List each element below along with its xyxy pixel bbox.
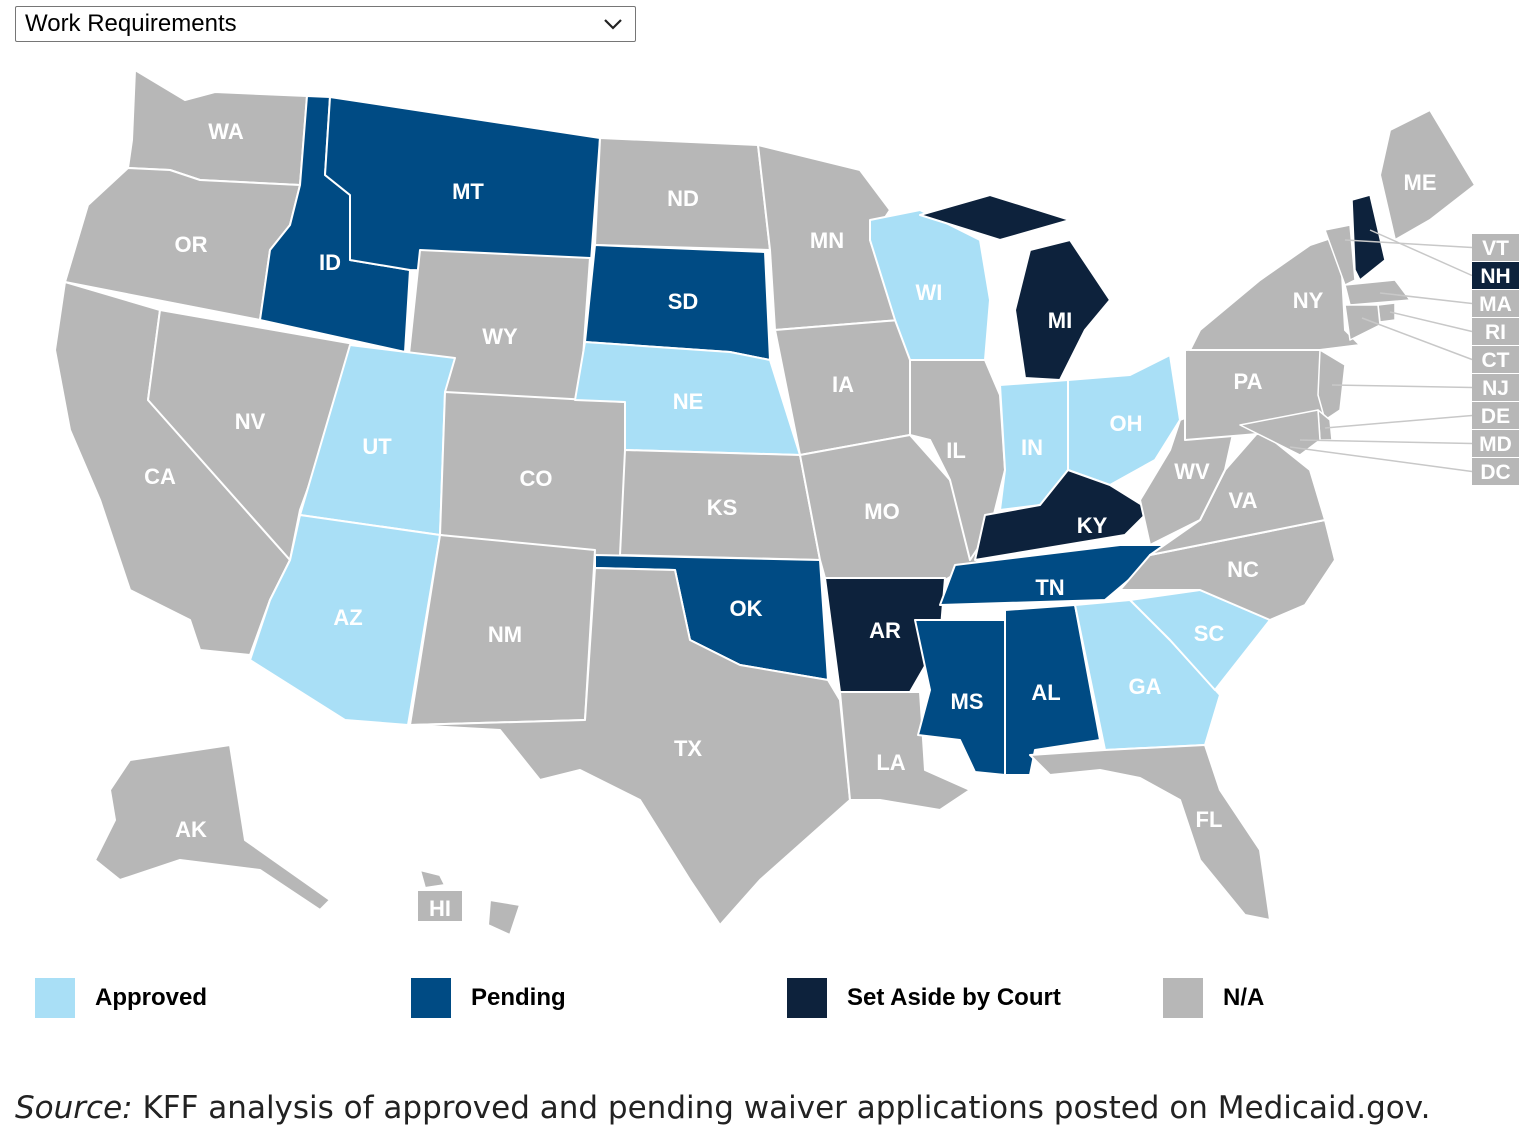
callout-line-vt bbox=[1344, 239, 1473, 249]
state-label-ia: IA bbox=[832, 372, 854, 397]
state-label-ak: AK bbox=[175, 817, 207, 842]
state-label-mt: MT bbox=[452, 179, 484, 204]
state-label-nv: NV bbox=[235, 409, 266, 434]
dropdown-selected-value: Work Requirements bbox=[25, 10, 237, 37]
small-state-label-nj: NJ bbox=[1482, 377, 1509, 400]
state-label-nd: ND bbox=[667, 186, 699, 211]
state-label-ok: OK bbox=[730, 596, 763, 621]
callout-line-md bbox=[1299, 439, 1473, 445]
small-state-box-nj[interactable] bbox=[1472, 374, 1519, 401]
state-label-tn: TN bbox=[1035, 575, 1064, 600]
source-note: Source: KFF analysis of approved and pen… bbox=[15, 1090, 1431, 1126]
state-mi[interactable] bbox=[919, 194, 1111, 381]
small-state-label-dc: DC bbox=[1480, 461, 1510, 484]
callout-line-de bbox=[1324, 414, 1473, 429]
state-label-box-hi bbox=[418, 891, 462, 921]
state-label-oh: OH bbox=[1110, 411, 1143, 436]
state-sc[interactable] bbox=[1129, 589, 1271, 691]
state-label-mo: MO bbox=[864, 499, 899, 524]
small-state-label-ma: MA bbox=[1479, 293, 1512, 316]
callout-line-nj bbox=[1331, 384, 1473, 389]
state-label-il: IL bbox=[946, 438, 966, 463]
callout-line-dc bbox=[1289, 446, 1473, 473]
state-label-ky: KY bbox=[1077, 513, 1108, 538]
state-label-wy: WY bbox=[482, 324, 518, 349]
state-label-wv: WV bbox=[1174, 459, 1210, 484]
small-state-box-de[interactable] bbox=[1472, 402, 1519, 429]
state-label-la: LA bbox=[876, 750, 905, 775]
us-states-map: WA OR CA NV ID MT WY UT AZ CO NM ND SD NE KS OK TX MN IA MO… bbox=[54, 69, 1519, 936]
state-label-co: CO bbox=[520, 466, 553, 491]
state-label-me: ME bbox=[1404, 170, 1437, 195]
state-label-ut: UT bbox=[362, 434, 392, 459]
state-label-va: VA bbox=[1229, 488, 1258, 513]
state-nh[interactable] bbox=[1351, 194, 1386, 281]
state-label-ga: GA bbox=[1129, 674, 1162, 699]
callout-line-ri bbox=[1389, 311, 1473, 333]
state-label-wa: WA bbox=[208, 119, 244, 144]
small-state-box-vt[interactable] bbox=[1472, 234, 1519, 261]
legend-label-approved: Approved bbox=[95, 984, 208, 1011]
small-state-box-md[interactable] bbox=[1472, 430, 1519, 457]
state-label-fl: FL bbox=[1196, 807, 1223, 832]
state-label-nc: NC bbox=[1227, 557, 1259, 582]
chevron-down-icon bbox=[604, 19, 622, 30]
legend-swatch-set-aside bbox=[787, 978, 827, 1018]
measure-dropdown[interactable]: Work Requirements bbox=[15, 6, 636, 42]
state-hi[interactable] bbox=[419, 869, 521, 936]
source-prefix: Source: bbox=[15, 1090, 133, 1126]
state-label-sc: SC bbox=[1194, 621, 1225, 646]
state-label-ms: MS bbox=[951, 689, 984, 714]
state-me[interactable] bbox=[1379, 109, 1476, 241]
state-label-hi: HI bbox=[429, 896, 451, 921]
state-md[interactable] bbox=[1239, 409, 1321, 456]
state-label-wi: WI bbox=[916, 280, 943, 305]
state-label-in: IN bbox=[1021, 435, 1043, 460]
state-label-mn: MN bbox=[810, 228, 844, 253]
small-state-label-md: MD bbox=[1479, 433, 1512, 456]
small-state-box-dc[interactable] bbox=[1472, 458, 1519, 485]
state-label-ar: AR bbox=[869, 618, 901, 643]
state-label-ne: NE bbox=[673, 389, 704, 414]
state-label-id: ID bbox=[319, 250, 341, 275]
small-state-label-ct: CT bbox=[1482, 349, 1510, 372]
small-state-box-ma[interactable] bbox=[1472, 290, 1519, 317]
state-label-nm: NM bbox=[488, 622, 522, 647]
small-state-label-nh: NH bbox=[1480, 265, 1510, 288]
state-label-az: AZ bbox=[333, 605, 362, 630]
state-label-ks: KS bbox=[707, 495, 738, 520]
legend-swatch-approved bbox=[35, 978, 75, 1018]
state-ky[interactable] bbox=[974, 469, 1151, 561]
state-label-al: AL bbox=[1031, 680, 1060, 705]
legend-swatch-pending bbox=[411, 978, 451, 1018]
callout-line-nh bbox=[1369, 229, 1473, 277]
state-ak[interactable] bbox=[94, 744, 331, 911]
callout-line-ma bbox=[1379, 292, 1473, 305]
small-state-label-de: DE bbox=[1481, 405, 1510, 428]
state-ny[interactable] bbox=[1189, 234, 1361, 351]
small-state-label-vt: VT bbox=[1482, 237, 1509, 260]
small-state-box-nh[interactable] bbox=[1472, 262, 1519, 289]
callout-line-ct bbox=[1361, 317, 1473, 361]
legend-label-na: N/A bbox=[1223, 984, 1265, 1011]
state-label-ny: NY bbox=[1293, 288, 1324, 313]
small-state-label-ri: RI bbox=[1485, 321, 1506, 344]
state-label-tx: TX bbox=[674, 736, 702, 761]
state-label-sd: SD bbox=[668, 289, 699, 314]
state-tx[interactable] bbox=[409, 567, 851, 926]
small-state-box-ri[interactable] bbox=[1472, 318, 1519, 345]
legend-label-set-aside: Set Aside by Court bbox=[847, 984, 1061, 1011]
legend-swatch-na bbox=[1163, 978, 1203, 1018]
state-label-mi: MI bbox=[1048, 308, 1072, 333]
state-ma[interactable] bbox=[1344, 279, 1411, 306]
legend-label-pending: Pending bbox=[471, 984, 566, 1011]
source-text: KFF analysis of approved and pending wai… bbox=[132, 1090, 1431, 1126]
state-la[interactable] bbox=[839, 691, 971, 811]
state-label-ca: CA bbox=[144, 464, 176, 489]
state-fl[interactable] bbox=[1029, 744, 1271, 921]
state-label-pa: PA bbox=[1234, 369, 1263, 394]
small-state-box-ct[interactable] bbox=[1472, 346, 1519, 373]
state-nj[interactable] bbox=[1317, 349, 1346, 421]
state-label-or: OR bbox=[175, 232, 208, 257]
